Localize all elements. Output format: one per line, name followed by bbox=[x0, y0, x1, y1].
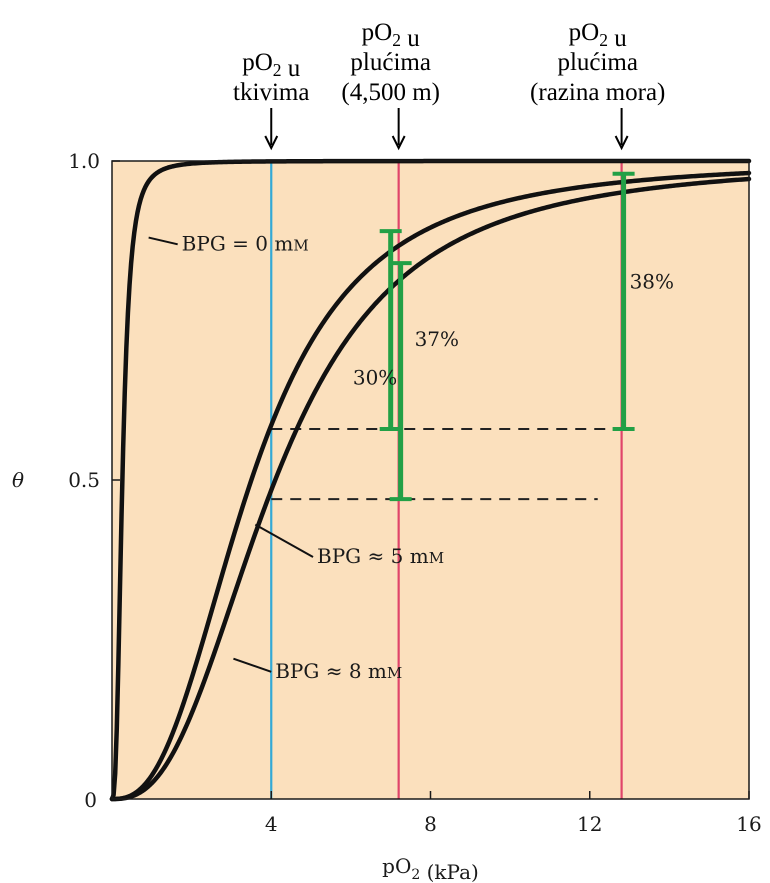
curve-label-prefix-bpg5: BPG ≈ 5 bbox=[317, 544, 410, 568]
top-arrow-head-tissue bbox=[264, 135, 279, 151]
bracket-label-b30: 30% bbox=[353, 365, 397, 389]
x-axis-label: pO2 (kPa) bbox=[382, 854, 479, 883]
y-tick-label-1: 1.0 bbox=[68, 149, 100, 173]
top-label-lung-4500-line-2: (4,500 m) bbox=[341, 79, 440, 106]
x-tick-label-16: 16 bbox=[736, 812, 761, 836]
top-label-tissue-line-1: tkivima bbox=[233, 79, 309, 106]
curve-series-2 bbox=[109, 176, 752, 802]
top-label-lung-sea-line-2: (razina mora) bbox=[530, 79, 665, 106]
curve-label-unit-bpg0: m bbox=[274, 231, 293, 255]
top-label-lung-4500-line-1: plućima bbox=[350, 49, 431, 76]
curve-label-bpg8: BPG ≈ 8 mM bbox=[275, 659, 402, 683]
x-tick-label-12: 12 bbox=[577, 812, 602, 836]
curve-label-prefix-bpg8: BPG ≈ 8 bbox=[275, 659, 368, 683]
y-tick-label-0.5: 0.5 bbox=[68, 468, 100, 492]
bracket-label-b38: 38% bbox=[630, 270, 674, 294]
x-tick-label-8: 8 bbox=[424, 812, 437, 836]
plot-background bbox=[112, 161, 749, 799]
curve-label-leader-bpg8 bbox=[233, 657, 272, 673]
top-label-lung-sea-line-1: plućima bbox=[557, 49, 638, 76]
dashed-reference-lines bbox=[271, 427, 622, 501]
axes: 4 8 12 16 0 0.5 1.0 pO2 (kPa) θ bbox=[12, 149, 762, 883]
top-label-tissue-line-0: pO2 u bbox=[242, 49, 301, 82]
curve-label-leader-bpg5 bbox=[254, 523, 314, 558]
curve-label-bpg5: BPG ≈ 5 mM bbox=[317, 544, 444, 568]
top-label-lung-sea-line-0: pO2 u bbox=[569, 19, 628, 52]
curve-label-unit-bpg8: m bbox=[368, 659, 387, 683]
curve-labels: BPG = 0 mM BPG ≈ 5 mM BPG ≈ 8 mM bbox=[148, 231, 444, 683]
top-arrow-head-lung-4500 bbox=[391, 135, 406, 151]
curve-label-prefix-bpg0: BPG = 0 bbox=[182, 231, 275, 255]
origin-label: 0 bbox=[84, 788, 97, 812]
top-arrow-head-lung-sea bbox=[614, 135, 629, 151]
curve-label-unit-bpg5: m bbox=[410, 544, 429, 568]
y-axis-label: θ bbox=[12, 468, 24, 492]
bracket-label-b37: 37% bbox=[415, 327, 459, 351]
x-tick-label-4: 4 bbox=[265, 812, 278, 836]
difference-brackets: 30% 37% 38% bbox=[353, 171, 674, 502]
curve-label-leader-bpg0 bbox=[148, 236, 178, 246]
top-label-lung-4500-line-0: pO2 u bbox=[362, 19, 421, 52]
curve-label-bpg0: BPG = 0 mM bbox=[182, 231, 309, 255]
curve-series-1 bbox=[109, 170, 752, 802]
